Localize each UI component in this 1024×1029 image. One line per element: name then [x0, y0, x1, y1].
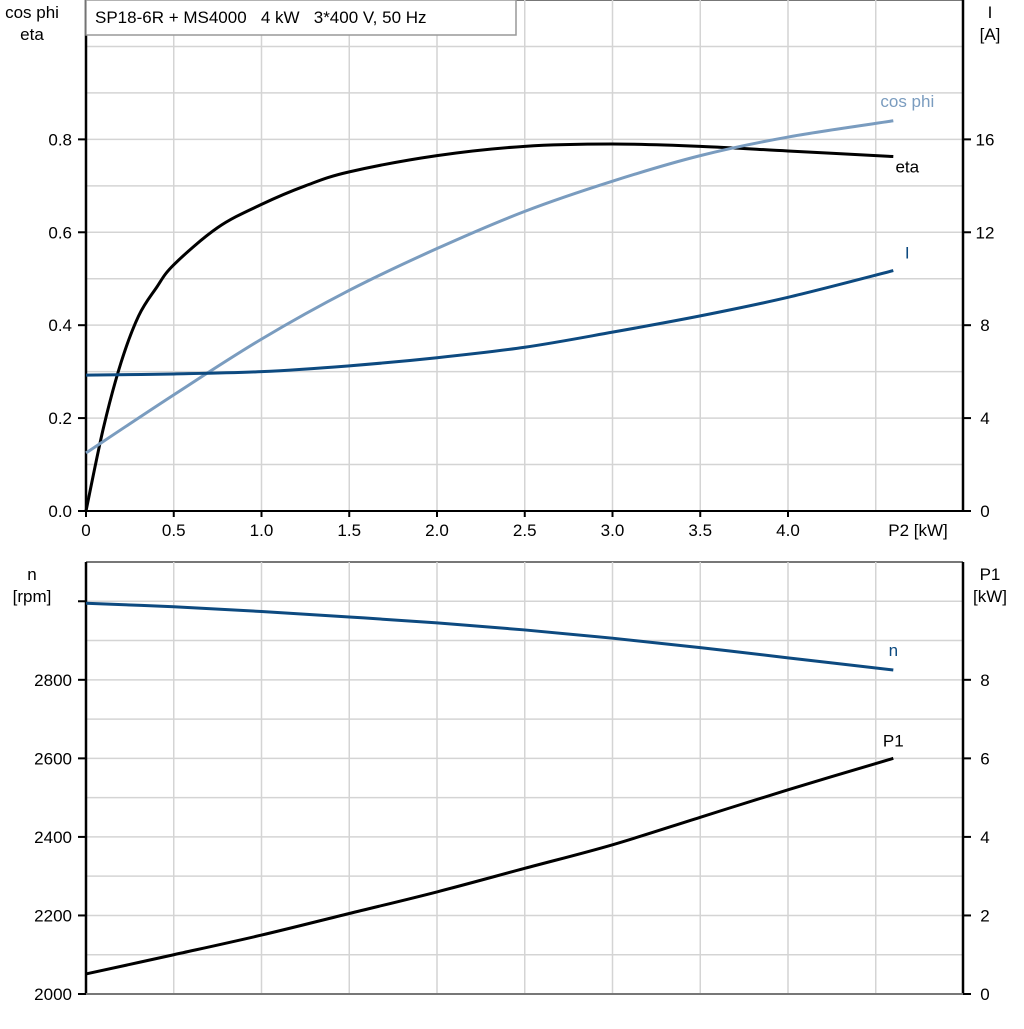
series-label: P1 — [883, 731, 904, 750]
y-right-tick-label: 12 — [976, 223, 995, 242]
x-tick-label: 2.0 — [425, 521, 449, 540]
series-label: eta — [895, 158, 919, 177]
y-left-tick-label: 2200 — [34, 906, 72, 925]
series-line-eta — [84, 142, 894, 512]
panel-0: 0.0 0.2 0.4 0.6 0.8 0 4 8 12 16 cos phi eta I [A] 0 0.5… — [5, 0, 1000, 540]
y-right-axis-label: P1 — [980, 565, 1001, 584]
panel-1: 2000 2200 2400 2600 2800 0 2 4 6 8 n [rpm] P1 [kW] n P1 — [13, 561, 1007, 1004]
x-tick-label: 3.5 — [688, 521, 712, 540]
chart-title: SP18-6R + MS4000 4 kW 3*400 V, 50 Hz — [95, 8, 427, 27]
y-left-tick-label: 2000 — [34, 985, 72, 1004]
y-right-tick-label: 4 — [980, 828, 989, 847]
y-right-axis-label: I — [988, 3, 993, 22]
x-tick-label: 0 — [81, 521, 90, 540]
y-right-tick-label: 8 — [980, 671, 989, 690]
series-line-p1 — [85, 756, 894, 976]
y-right-tick-label: 6 — [980, 749, 989, 768]
y-left-tick-label: 0.6 — [48, 223, 72, 242]
y-left-axis-label: n — [27, 565, 36, 584]
y-left-tick-label: 0.0 — [48, 502, 72, 521]
y-left-tick-label: 0.4 — [48, 316, 72, 335]
y-left-axis-label: eta — [20, 25, 44, 44]
y-right-tick-label: 2 — [980, 906, 989, 925]
series-line-i — [85, 269, 894, 377]
y-right-axis-label: [A] — [980, 25, 1001, 44]
x-tick-label: 2.5 — [513, 521, 537, 540]
y-left-tick-label: 0.8 — [48, 130, 72, 149]
y-left-axis-label: [rpm] — [13, 587, 52, 606]
y-left-tick-label: 2400 — [34, 828, 72, 847]
series-label: n — [889, 641, 898, 660]
y-left-tick-label: 2600 — [34, 749, 72, 768]
x-tick-label: 4.0 — [776, 521, 800, 540]
title-background — [85, 0, 517, 36]
x-tick-label: 0.5 — [162, 521, 186, 540]
x-tick-label: 1.5 — [337, 521, 361, 540]
y-right-tick-label: 8 — [980, 316, 989, 335]
y-right-tick-label: 16 — [976, 130, 995, 149]
y-left-tick-label: 2800 — [34, 671, 72, 690]
y-right-tick-label: 4 — [980, 409, 989, 428]
y-right-axis-label: [kW] — [973, 587, 1007, 606]
y-left-axis-label: cos phi — [5, 3, 59, 22]
x-axis-label: P2 [kW] — [888, 521, 948, 540]
y-right-tick-label: 0 — [980, 985, 989, 1004]
x-tick-label: 1.0 — [250, 521, 274, 540]
chart-title-box: SP18-6R + MS4000 4 kW 3*400 V, 50 Hz — [85, 0, 517, 36]
series-line-n — [85, 601, 894, 672]
y-left-tick-label: 0.2 — [48, 409, 72, 428]
y-right-tick-label: 0 — [980, 502, 989, 521]
x-tick-label: 3.0 — [601, 521, 625, 540]
series-label: cos phi — [880, 92, 934, 111]
series-line-cos-phi — [85, 119, 894, 455]
series-label: I — [905, 244, 910, 263]
